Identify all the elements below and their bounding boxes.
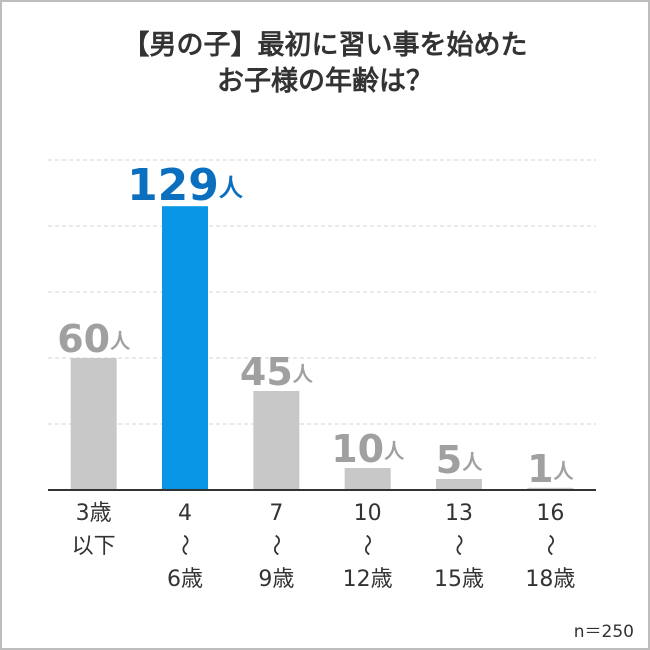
bar bbox=[344, 468, 391, 490]
x-tick-label: 4 bbox=[178, 501, 192, 526]
x-tick-label: 12歳 bbox=[343, 567, 393, 592]
value-label: 10人 bbox=[331, 427, 405, 471]
bar bbox=[70, 358, 117, 490]
value-label: 5人 bbox=[436, 438, 483, 482]
value-label: 60人 bbox=[57, 317, 131, 361]
x-tick-label: 18歳 bbox=[525, 567, 575, 592]
value-label: 129人 bbox=[127, 160, 243, 211]
x-tick-label: 以下 bbox=[72, 534, 116, 559]
x-tick-label: 10 bbox=[354, 501, 382, 526]
x-tick-label: ～ bbox=[262, 534, 287, 556]
bar bbox=[162, 206, 208, 490]
value-label: 45人 bbox=[240, 350, 314, 394]
x-tick-label: 3歳 bbox=[76, 501, 112, 526]
x-tick-label: 16 bbox=[536, 501, 564, 526]
x-tick-label: 6歳 bbox=[167, 567, 203, 592]
bar bbox=[436, 479, 482, 490]
x-tick-label: ～ bbox=[171, 534, 196, 556]
x-tick-label: ～ bbox=[354, 534, 379, 556]
chart-title: 【男の子】最初に習い事を始めた bbox=[123, 29, 528, 61]
value-label: 1人 bbox=[527, 447, 574, 491]
x-tick-label: 15歳 bbox=[434, 567, 484, 592]
x-tick-label: 13 bbox=[445, 501, 473, 526]
chart-title: お子様の年齢は？ bbox=[217, 65, 433, 97]
x-tick-label: 7 bbox=[269, 501, 283, 526]
x-tick-label: 9歳 bbox=[258, 567, 294, 592]
note: n＝250 bbox=[574, 622, 634, 642]
x-tick-label: ～ bbox=[536, 534, 561, 556]
bar bbox=[527, 487, 574, 490]
bar bbox=[253, 391, 300, 490]
x-tick-label: ～ bbox=[445, 534, 470, 556]
